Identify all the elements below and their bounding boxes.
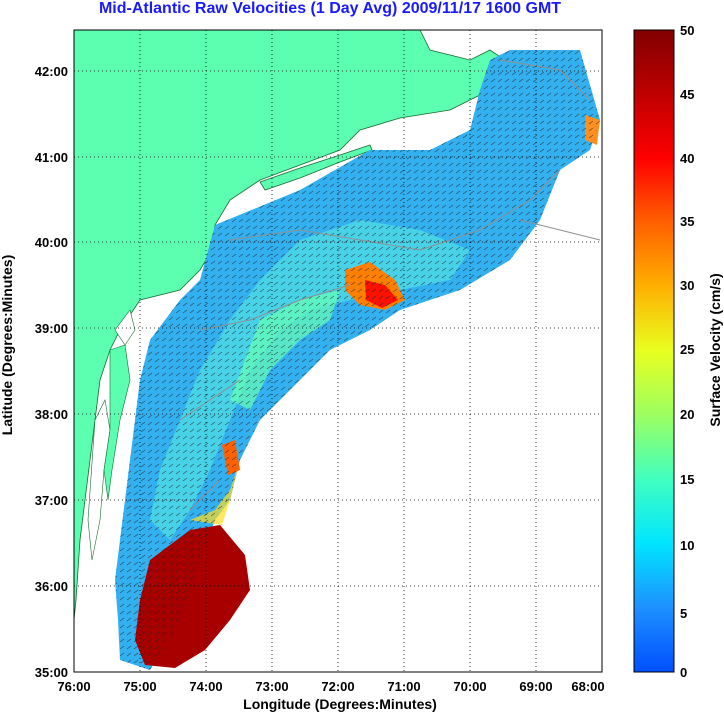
map-title: Mid-Atlantic Raw Velocities (1 Day Avg) …	[98, 0, 562, 17]
colorbar-tick: 35	[680, 214, 694, 229]
y-axis-label: Latitude (Degrees:Minutes)	[0, 255, 15, 435]
plot-border	[73, 29, 603, 673]
x-tick: 76:00	[57, 679, 90, 694]
colorbar-tick: 10	[680, 538, 694, 553]
y-tick: 37:00	[35, 493, 68, 508]
colorbar-tick: 15	[680, 472, 694, 487]
x-axis-label: Longitude (Degrees:Minutes)	[243, 696, 437, 712]
colorbar-tick: 25	[680, 342, 694, 357]
delaware-bay	[114, 309, 136, 346]
x-tick: 72:00	[321, 679, 354, 694]
x-tick: 68:00	[571, 679, 604, 694]
y-tick: 38:00	[35, 407, 68, 422]
y-tick: 40:00	[35, 235, 68, 250]
chesapeake-bay	[87, 399, 111, 561]
y-tick: 35:00	[35, 665, 68, 680]
colorbar-tick: 0	[680, 665, 687, 680]
grid-lines	[74, 30, 602, 672]
colorbar-tick: 45	[680, 87, 694, 102]
colorbar	[633, 29, 675, 673]
colorbar-label: Surface Velocity (cm/s)	[707, 273, 723, 426]
velocity-arrows	[115, 50, 600, 670]
x-tick-labels: 76:00 75:00 74:00 73:00 72:00 71:00 70:0…	[57, 679, 604, 694]
colorbar-tick: 5	[680, 606, 687, 621]
colorbar-tick: 20	[680, 407, 694, 422]
x-tick: 69:00	[519, 679, 552, 694]
x-tick: 71:00	[387, 679, 420, 694]
delmarva-peninsula	[103, 344, 131, 501]
y-tick: 36:00	[35, 579, 68, 594]
y-tick: 41:00	[35, 150, 68, 165]
y-tick-labels: 35:00 36:00 37:00 38:00 39:00 40:00 41:0…	[35, 64, 68, 680]
y-tick: 39:00	[35, 321, 68, 336]
colorbar-tick: 30	[680, 278, 694, 293]
colorbar-tick: 50	[680, 23, 694, 38]
colorbar-ticks: 0 5 10 15 20 25 30 35 40 45 50	[680, 23, 694, 680]
x-tick: 70:00	[453, 679, 486, 694]
colorbar-tick: 40	[680, 151, 694, 166]
bathymetry-contour	[179, 59, 601, 511]
x-tick: 73:00	[255, 679, 288, 694]
x-tick: 75:00	[123, 679, 156, 694]
x-tick: 74:00	[189, 679, 222, 694]
y-tick: 42:00	[35, 64, 68, 79]
